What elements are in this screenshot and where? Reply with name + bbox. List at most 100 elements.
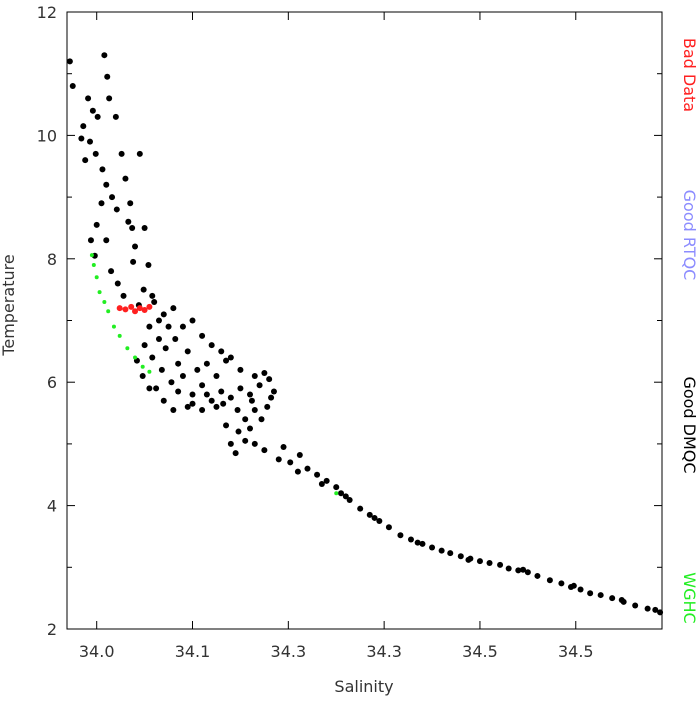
data-point	[242, 437, 249, 444]
y-tick-label: 2	[47, 620, 57, 639]
data-point	[223, 357, 230, 364]
data-point	[103, 181, 110, 188]
data-point	[94, 275, 99, 280]
data-point	[130, 258, 137, 265]
data-point	[558, 580, 565, 587]
data-point	[385, 524, 392, 531]
data-point	[113, 206, 120, 213]
x-tick-label: 34.5	[462, 642, 498, 661]
data-point	[101, 52, 108, 59]
data-point	[457, 553, 464, 560]
data-point	[165, 323, 172, 330]
data-point	[314, 471, 321, 478]
data-point	[235, 428, 242, 435]
x-tick-label: 34.5	[558, 642, 594, 661]
data-point	[133, 355, 138, 360]
data-point	[103, 237, 110, 244]
data-point	[261, 447, 268, 454]
data-point	[132, 308, 139, 315]
data-point	[486, 559, 493, 566]
data-point	[132, 243, 139, 250]
legend-entry: Good RTQC	[680, 190, 699, 281]
data-point	[199, 332, 206, 339]
data-point	[208, 397, 215, 404]
data-point	[419, 540, 426, 547]
data-point	[261, 369, 268, 376]
data-point	[85, 95, 92, 102]
y-tick-label: 6	[47, 373, 57, 392]
data-point	[92, 150, 99, 157]
data-point	[102, 299, 107, 304]
data-point	[218, 348, 225, 355]
data-point	[318, 481, 325, 488]
data-point	[618, 597, 625, 604]
data-point	[587, 590, 594, 597]
data-point	[227, 440, 234, 447]
data-point	[447, 550, 454, 557]
data-point	[69, 83, 76, 90]
data-point	[112, 113, 119, 120]
data-point	[208, 342, 215, 349]
data-point	[227, 394, 234, 401]
data-point	[264, 403, 271, 410]
data-point	[232, 450, 239, 457]
data-point	[175, 388, 182, 395]
x-axis-label: Salinity	[334, 677, 393, 696]
data-point	[155, 336, 162, 343]
data-point	[141, 307, 148, 314]
y-tick-label: 12	[37, 3, 57, 22]
data-point	[111, 324, 116, 329]
data-point	[114, 280, 121, 287]
data-point	[366, 511, 373, 518]
data-point	[227, 354, 234, 361]
data-point	[153, 385, 160, 392]
data-point	[136, 150, 143, 157]
data-point	[223, 422, 230, 429]
data-point	[371, 514, 378, 521]
data-point	[414, 539, 421, 546]
data-point	[189, 400, 196, 407]
data-point	[184, 348, 191, 355]
data-point	[247, 425, 254, 432]
data-point	[505, 565, 512, 572]
data-point	[170, 406, 177, 413]
legend-entry: WGHC	[680, 572, 699, 623]
data-point	[304, 465, 311, 472]
y-tick-label: 10	[37, 126, 57, 145]
data-point	[534, 572, 541, 579]
data-point	[106, 95, 113, 102]
data-point	[407, 536, 414, 543]
data-point	[524, 569, 531, 576]
data-point	[476, 558, 483, 565]
data-point	[125, 346, 130, 351]
data-point	[184, 403, 191, 410]
data-point	[93, 221, 100, 228]
data-point	[149, 354, 156, 361]
y-tick-label: 8	[47, 250, 57, 269]
x-tick-label: 34.1	[175, 642, 211, 661]
data-point	[357, 505, 364, 512]
y-axis-label: Temperature	[0, 254, 18, 356]
data-point	[213, 373, 220, 380]
data-point	[546, 577, 553, 584]
data-point	[122, 175, 129, 182]
data-point	[465, 556, 472, 563]
data-point	[82, 157, 89, 164]
data-point	[94, 113, 101, 120]
data-point	[296, 452, 303, 459]
data-point	[98, 200, 105, 207]
data-point	[145, 261, 152, 268]
data-point	[203, 360, 210, 367]
data-point	[397, 532, 404, 539]
data-point	[497, 561, 504, 568]
x-tick-label: 34.0	[79, 642, 115, 661]
data-point	[242, 416, 249, 423]
data-point	[87, 237, 94, 244]
data-point	[652, 606, 659, 613]
data-point	[220, 400, 227, 407]
data-point	[80, 123, 87, 130]
data-point	[160, 397, 167, 404]
data-point	[657, 609, 664, 616]
data-point	[141, 342, 148, 349]
data-point	[237, 385, 244, 392]
